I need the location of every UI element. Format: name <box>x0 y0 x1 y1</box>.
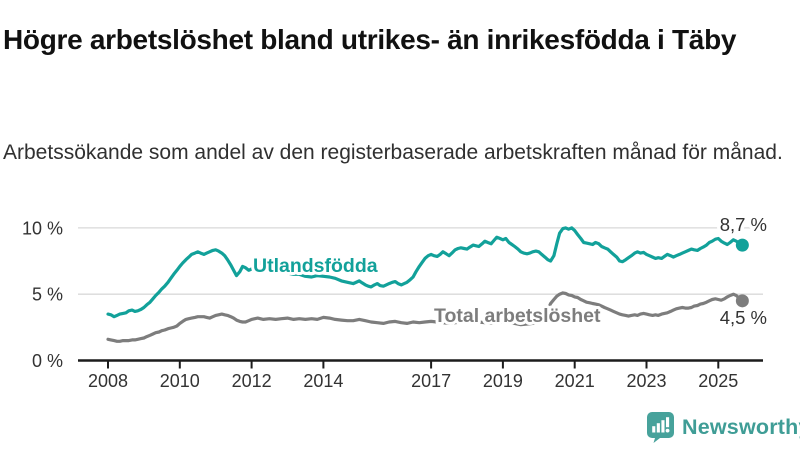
series-label: Total arbetslöshet <box>434 305 601 327</box>
exclamation-stem <box>666 417 670 428</box>
y-tick-label: 10 % <box>22 218 63 238</box>
chart-subtitle: Arbetssökande som andel av den registerb… <box>3 141 783 164</box>
bar-medium <box>656 423 660 433</box>
x-tick-label: 2025 <box>698 371 738 391</box>
exclamation-dot <box>665 428 670 433</box>
end-value-label: 8,7 % <box>720 214 767 235</box>
bar-tall <box>661 420 665 433</box>
end-value-label: 4,5 % <box>720 307 767 328</box>
unemployment-line-chart: 2008 2010 2012 2014 2017 2019 2021 2023 2025 0 % 5… <box>22 211 771 392</box>
y-tick-label: 0 % <box>32 351 63 371</box>
bar-small <box>652 426 656 433</box>
x-tick-label: 2010 <box>160 371 200 391</box>
x-tick-label: 2014 <box>303 371 343 391</box>
x-tick-label: 2008 <box>88 371 128 391</box>
series-end-dot <box>735 238 749 252</box>
x-tick-label: 2017 <box>411 371 451 391</box>
x-tick-label: 2012 <box>232 371 272 391</box>
x-tick-label: 2021 <box>555 371 595 391</box>
series-end-dot <box>735 294 749 308</box>
series-line-total <box>106 291 745 343</box>
series-label: Utlandsfödda <box>253 255 378 277</box>
y-tick-label: 5 % <box>32 285 63 305</box>
newsworthy-bubble-chart-icon <box>647 412 674 443</box>
x-tick-label: 2023 <box>626 371 666 391</box>
speech-bubble-shape <box>647 412 674 443</box>
series-line-utlandsfodda <box>106 226 745 319</box>
page-title: Högre arbetslöshet bland utrikes- än inr… <box>3 23 737 55</box>
brand-wordmark: Newsworthy <box>682 414 800 439</box>
newsworthy-logo: Newsworthy <box>646 411 800 443</box>
x-tick-label: 2019 <box>483 371 523 391</box>
